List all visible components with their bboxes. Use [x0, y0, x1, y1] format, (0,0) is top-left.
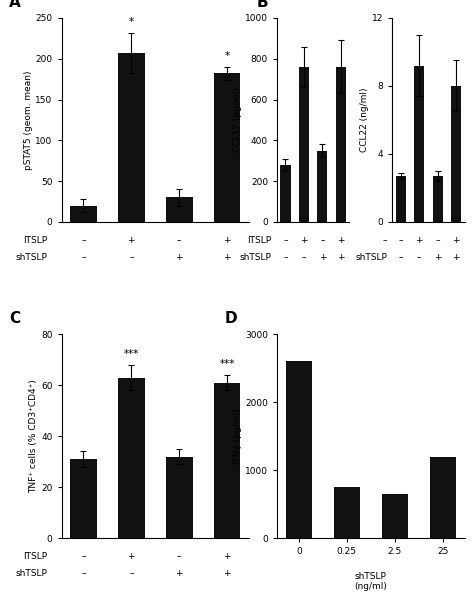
Y-axis label: CCL17 (pg/ml): CCL17 (pg/ml) — [233, 87, 242, 152]
Text: –: – — [81, 236, 86, 245]
Text: –: – — [283, 236, 288, 245]
Text: –: – — [436, 236, 440, 245]
Text: ***: *** — [219, 359, 235, 369]
Bar — [214, 74, 240, 222]
Bar — [433, 176, 443, 222]
Text: –: – — [81, 253, 86, 262]
Text: –: – — [417, 253, 421, 262]
Bar — [396, 176, 406, 222]
Y-axis label: CCL22 (ng/ml): CCL22 (ng/ml) — [360, 88, 369, 152]
Text: –: – — [383, 236, 387, 245]
Text: –: – — [177, 236, 182, 245]
Text: –: – — [129, 253, 134, 262]
Text: A: A — [9, 0, 21, 10]
Text: C: C — [9, 311, 20, 326]
Text: shTSLP
(ng/ml): shTSLP (ng/ml) — [355, 572, 387, 591]
Bar — [281, 165, 291, 222]
Text: D: D — [225, 311, 237, 326]
Bar — [334, 487, 360, 538]
Text: +: + — [224, 236, 231, 245]
Text: +: + — [434, 253, 441, 262]
Y-axis label: pSTAT5 (geom. mean): pSTAT5 (geom. mean) — [24, 70, 33, 170]
Text: +: + — [128, 236, 135, 245]
Text: –: – — [320, 236, 325, 245]
Text: –: – — [129, 569, 134, 578]
Bar — [70, 459, 97, 538]
Bar — [382, 494, 408, 538]
Bar — [166, 197, 192, 222]
Text: ITSLP: ITSLP — [23, 236, 47, 245]
Text: ***: *** — [124, 349, 139, 359]
Text: –: – — [283, 253, 288, 262]
Text: +: + — [319, 253, 326, 262]
Text: +: + — [175, 569, 183, 578]
Text: *: * — [225, 51, 230, 61]
Y-axis label: IFNγ (pg/ml): IFNγ (pg/ml) — [233, 408, 242, 464]
Text: +: + — [452, 253, 460, 262]
Bar — [317, 151, 328, 222]
Bar — [286, 361, 312, 538]
Text: shTSLP: shTSLP — [355, 253, 387, 262]
Bar — [214, 383, 240, 538]
Text: ITSLP: ITSLP — [247, 236, 272, 245]
Text: –: – — [399, 236, 403, 245]
Bar — [429, 457, 456, 538]
Text: –: – — [81, 569, 86, 578]
Text: ITSLP: ITSLP — [23, 552, 47, 561]
Text: B: B — [257, 0, 269, 10]
Text: +: + — [224, 253, 231, 262]
Text: –: – — [81, 552, 86, 561]
Text: +: + — [337, 236, 345, 245]
Text: shTSLP: shTSLP — [16, 253, 47, 262]
Text: shTSLP: shTSLP — [240, 253, 272, 262]
Text: +: + — [175, 253, 183, 262]
Text: –: – — [399, 253, 403, 262]
Bar — [299, 67, 309, 222]
Text: shTSLP: shTSLP — [16, 569, 47, 578]
Bar — [166, 457, 192, 538]
Text: +: + — [416, 236, 423, 245]
Bar — [336, 67, 346, 222]
Y-axis label: TNF⁺ cells (% CD3⁺CD4⁺): TNF⁺ cells (% CD3⁺CD4⁺) — [29, 379, 38, 493]
Text: *: * — [129, 17, 134, 26]
Bar — [118, 53, 145, 222]
Text: +: + — [224, 569, 231, 578]
Text: –: – — [177, 552, 182, 561]
Bar — [70, 206, 97, 222]
Bar — [118, 377, 145, 538]
Bar — [414, 66, 424, 222]
Text: +: + — [128, 552, 135, 561]
Text: –: – — [301, 253, 306, 262]
Text: +: + — [337, 253, 345, 262]
Text: +: + — [452, 236, 460, 245]
Text: +: + — [224, 552, 231, 561]
Bar — [451, 86, 461, 222]
Text: +: + — [300, 236, 308, 245]
